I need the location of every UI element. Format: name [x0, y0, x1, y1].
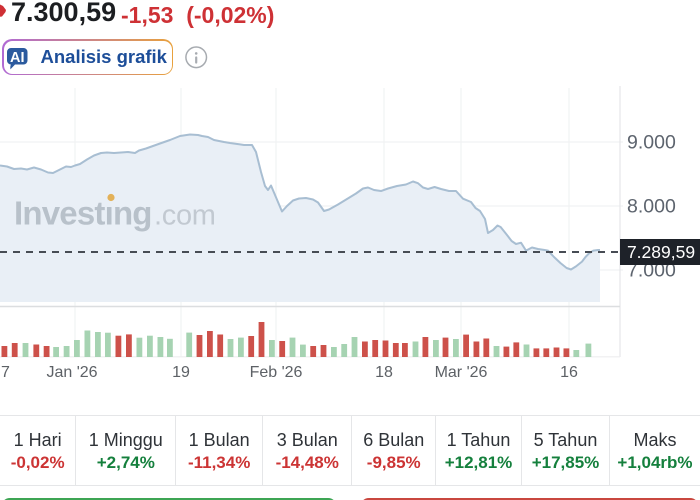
- svg-text:AI: AI: [10, 50, 25, 66]
- svg-text:7.289,59: 7.289,59: [627, 242, 695, 262]
- svg-text:Jan '26: Jan '26: [46, 364, 97, 381]
- svg-text:16: 16: [560, 364, 578, 381]
- svg-text:.com: .com: [154, 200, 216, 232]
- svg-text:18: 18: [375, 364, 393, 381]
- svg-text:9.000: 9.000: [627, 132, 676, 154]
- svg-text:7: 7: [1, 364, 10, 381]
- svg-text:Feb '26: Feb '26: [250, 364, 303, 381]
- svg-text:Mar '26: Mar '26: [435, 364, 488, 381]
- svg-text:Investıng: Investıng: [14, 195, 152, 232]
- svg-text:8.000: 8.000: [627, 196, 676, 218]
- svg-text:19: 19: [172, 364, 190, 381]
